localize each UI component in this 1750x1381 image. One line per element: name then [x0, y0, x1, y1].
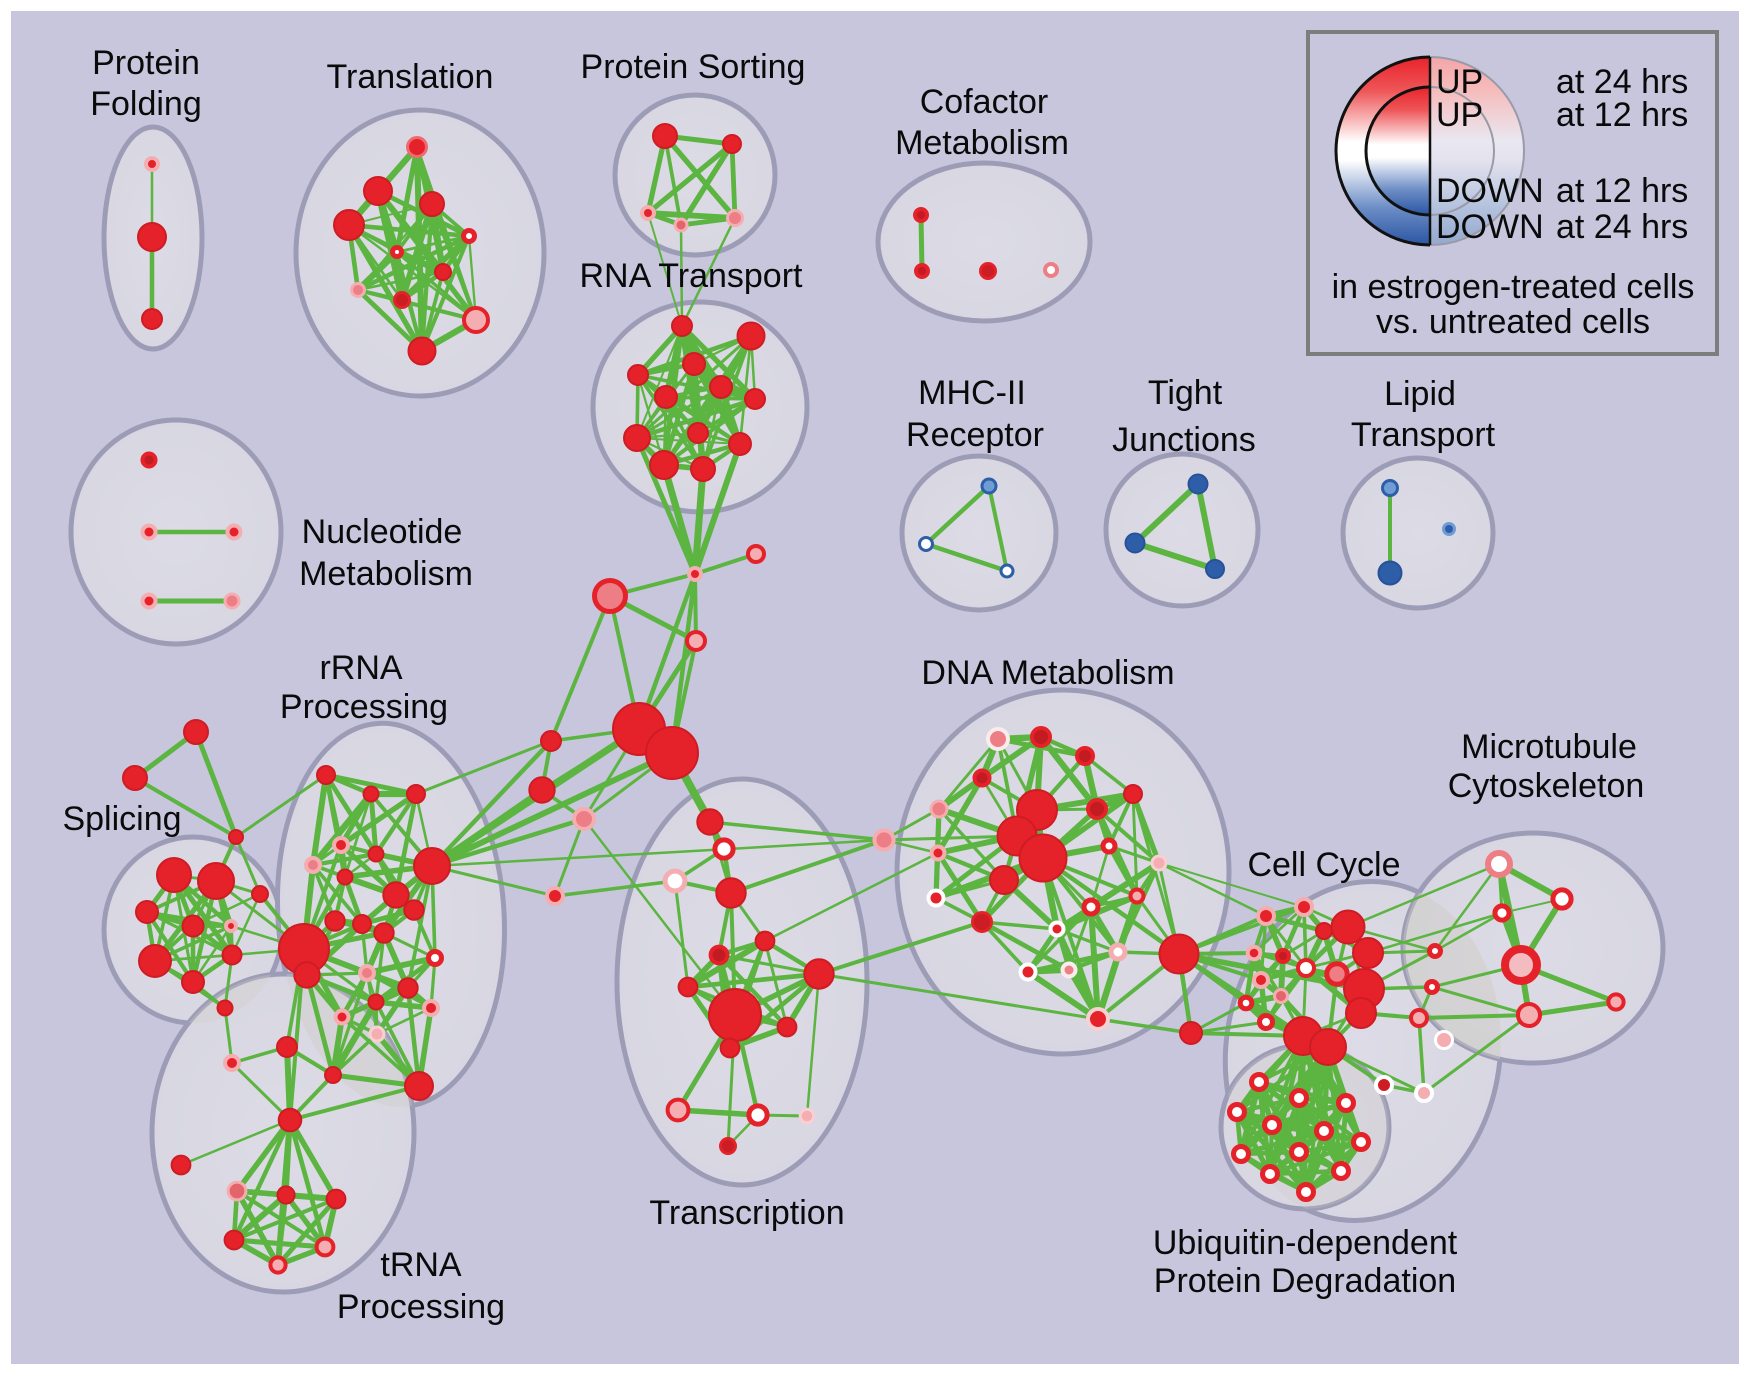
svg-text:Splicing: Splicing	[62, 800, 181, 838]
svg-text:Folding: Folding	[90, 85, 202, 123]
svg-text:Protein Degradation: Protein Degradation	[1154, 1262, 1456, 1300]
svg-text:Cell Cycle: Cell Cycle	[1247, 846, 1400, 884]
svg-text:at 24 hrs: at 24 hrs	[1556, 63, 1688, 101]
svg-text:UP: UP	[1436, 63, 1483, 101]
svg-text:Microtubule: Microtubule	[1461, 728, 1637, 766]
svg-text:Protein Sorting: Protein Sorting	[581, 48, 806, 86]
svg-text:Ubiquitin-dependent: Ubiquitin-dependent	[1153, 1224, 1458, 1262]
svg-text:vs. untreated cells: vs. untreated cells	[1376, 303, 1650, 341]
svg-text:Junctions: Junctions	[1112, 421, 1256, 459]
svg-text:Tight: Tight	[1148, 374, 1223, 412]
svg-text:Cofactor: Cofactor	[920, 83, 1049, 121]
svg-text:DNA Metabolism: DNA Metabolism	[921, 654, 1174, 692]
svg-text:Metabolism: Metabolism	[299, 555, 473, 593]
svg-text:Processing: Processing	[337, 1288, 505, 1326]
svg-text:DOWN: DOWN	[1436, 208, 1544, 246]
svg-text:MHC-II: MHC-II	[918, 374, 1026, 412]
svg-text:tRNA: tRNA	[380, 1246, 462, 1284]
svg-text:at 12 hrs: at 12 hrs	[1556, 172, 1688, 210]
svg-text:Translation: Translation	[327, 58, 494, 96]
svg-text:at 12 hrs: at 12 hrs	[1556, 96, 1688, 134]
svg-text:rRNA: rRNA	[319, 649, 402, 687]
svg-text:Lipid: Lipid	[1384, 375, 1456, 413]
svg-text:Protein: Protein	[92, 44, 200, 82]
svg-text:Transport: Transport	[1351, 416, 1496, 454]
svg-text:at 24 hrs: at 24 hrs	[1556, 208, 1688, 246]
svg-text:DOWN: DOWN	[1436, 172, 1544, 210]
svg-text:Metabolism: Metabolism	[895, 124, 1069, 162]
svg-text:RNA Transport: RNA Transport	[580, 257, 804, 295]
svg-text:Receptor: Receptor	[906, 416, 1044, 454]
svg-text:Cytoskeleton: Cytoskeleton	[1448, 767, 1645, 805]
svg-text:in estrogen-treated cells: in estrogen-treated cells	[1332, 268, 1695, 306]
svg-text:Processing: Processing	[280, 688, 448, 726]
svg-text:UP: UP	[1436, 96, 1483, 134]
svg-text:Transcription: Transcription	[649, 1194, 844, 1232]
svg-text:Nucleotide: Nucleotide	[302, 513, 463, 551]
